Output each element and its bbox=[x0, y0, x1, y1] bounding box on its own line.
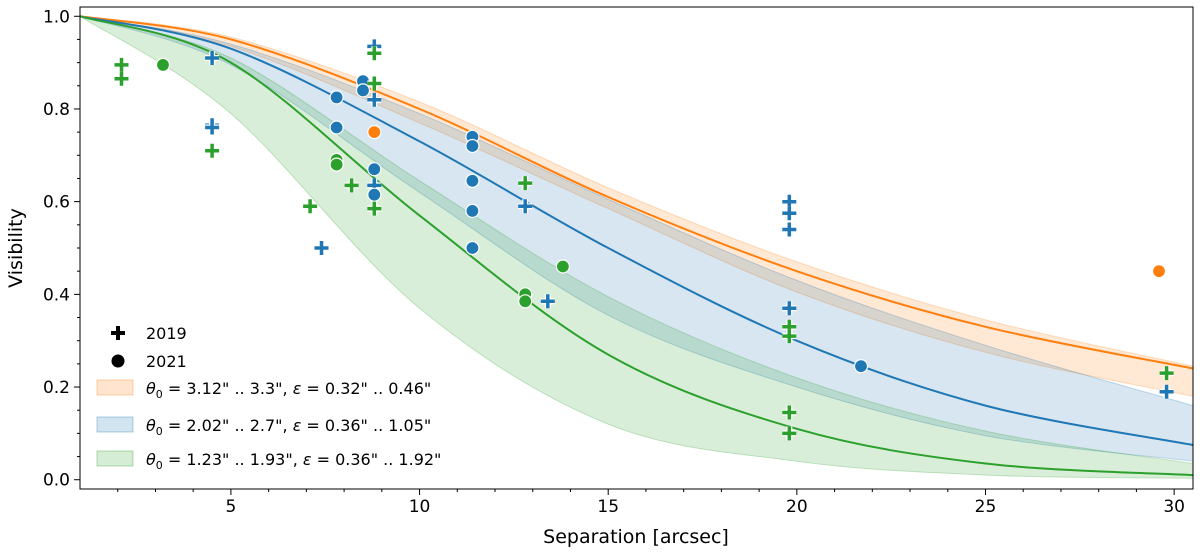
bands-layer bbox=[79, 15, 1194, 479]
x-tick-label: 15 bbox=[597, 497, 619, 517]
x-tick-label: 25 bbox=[975, 497, 997, 517]
x-tick-label: 20 bbox=[786, 497, 808, 517]
legend-entry-orange-band: θ0 = 3.12" .. 3.3", ε = 0.32" .. 0.46" bbox=[96, 379, 431, 401]
point-green-2021 bbox=[555, 259, 571, 274]
point-blue-2019 bbox=[1159, 384, 1174, 399]
point-green-2019 bbox=[303, 199, 318, 214]
point-blue-2021 bbox=[465, 138, 480, 154]
legend-plus-marker bbox=[111, 326, 125, 340]
point-green-2019 bbox=[205, 143, 220, 158]
legend-blue-swatch bbox=[96, 416, 134, 433]
point-orange-2021 bbox=[1151, 264, 1167, 279]
y-axis-label: Visibility bbox=[5, 208, 27, 288]
legend: 2019 2021 θ0 = 3.12" .. 3.3", ε = 0.32" … bbox=[96, 324, 441, 472]
point-blue-2021 bbox=[367, 162, 382, 177]
point-blue-2019 bbox=[367, 92, 382, 107]
point-blue-2019 bbox=[782, 222, 797, 237]
legend-orange-swatch bbox=[96, 379, 134, 396]
point-green-2019 bbox=[367, 201, 382, 216]
point-green-2019 bbox=[114, 57, 129, 72]
y-tick-label: 1.0 bbox=[43, 7, 70, 27]
curve-green bbox=[79, 15, 1194, 477]
legend-circle-marker bbox=[111, 354, 125, 368]
point-green-2019 bbox=[344, 178, 359, 193]
point-green-2019 bbox=[518, 176, 533, 191]
x-axis-label: Separation [arcsec] bbox=[543, 526, 729, 548]
point-green-2019 bbox=[782, 426, 797, 441]
legend-green-label: θ0 = 1.23" .. 1.93", ε = 0.36" .. 1.92" bbox=[146, 450, 441, 472]
y-tick-label: 0.4 bbox=[43, 285, 70, 305]
legend-entry-2019: 2019 bbox=[111, 324, 187, 343]
points-layer bbox=[114, 39, 1174, 441]
y-tick-label: 0.6 bbox=[43, 193, 70, 213]
point-green-2019 bbox=[782, 329, 797, 344]
point-green-2019 bbox=[782, 405, 797, 420]
point-blue-2021 bbox=[329, 90, 344, 105]
legend-2021-label: 2021 bbox=[146, 352, 187, 371]
point-green-2019 bbox=[114, 71, 129, 86]
point-blue-2021 bbox=[853, 359, 869, 374]
point-blue-2019 bbox=[314, 241, 329, 255]
point-green-2021 bbox=[329, 157, 344, 172]
point-blue-2021 bbox=[465, 203, 480, 218]
x-tick-label: 5 bbox=[226, 497, 237, 517]
legend-entry-green-band: θ0 = 1.23" .. 1.93", ε = 0.36" .. 1.92" bbox=[96, 450, 441, 472]
point-blue-2021 bbox=[465, 173, 480, 188]
point-blue-2021 bbox=[329, 120, 344, 135]
legend-green-swatch bbox=[96, 450, 134, 467]
curves-layer bbox=[79, 15, 1194, 477]
y-tick-label: 0.0 bbox=[43, 471, 70, 491]
point-blue-2021 bbox=[367, 187, 382, 202]
point-blue-2019 bbox=[518, 199, 533, 214]
x-tick-label: 30 bbox=[1163, 497, 1185, 517]
legend-entry-blue-band: θ0 = 2.02" .. 2.7", ε = 0.36" .. 1.05" bbox=[96, 416, 431, 438]
point-orange-2021 bbox=[367, 125, 382, 140]
point-green-2019 bbox=[367, 76, 382, 91]
point-green-2019 bbox=[367, 46, 382, 61]
point-blue-2019 bbox=[782, 206, 797, 221]
legend-blue-label: θ0 = 2.02" .. 2.7", ε = 0.36" .. 1.05" bbox=[146, 416, 431, 438]
curve-blue bbox=[79, 15, 1194, 446]
point-blue-2021 bbox=[355, 83, 371, 98]
curve-orange bbox=[79, 15, 1194, 370]
legend-entry-2021: 2021 bbox=[111, 352, 187, 371]
point-green-2021 bbox=[155, 57, 171, 73]
point-green-2021 bbox=[518, 294, 533, 309]
point-blue-2019 bbox=[540, 294, 555, 309]
point-blue-2019 bbox=[205, 120, 220, 135]
legend-2019-label: 2019 bbox=[146, 324, 187, 343]
point-blue-2021 bbox=[465, 240, 480, 256]
point-blue-2019 bbox=[782, 301, 797, 316]
y-tick-label: 0.8 bbox=[43, 100, 70, 120]
ticks-layer: 5 10 15 20 25 30 0.0 0.2 0.4 0.6 0.8 1.0 bbox=[43, 7, 1185, 517]
point-green-2019 bbox=[1159, 366, 1174, 381]
legend-orange-label: θ0 = 3.12" .. 3.3", ε = 0.32" .. 0.46" bbox=[146, 379, 431, 401]
x-tick-label: 10 bbox=[409, 497, 431, 517]
y-tick-label: 0.2 bbox=[43, 378, 70, 398]
point-blue-2019 bbox=[205, 51, 220, 65]
